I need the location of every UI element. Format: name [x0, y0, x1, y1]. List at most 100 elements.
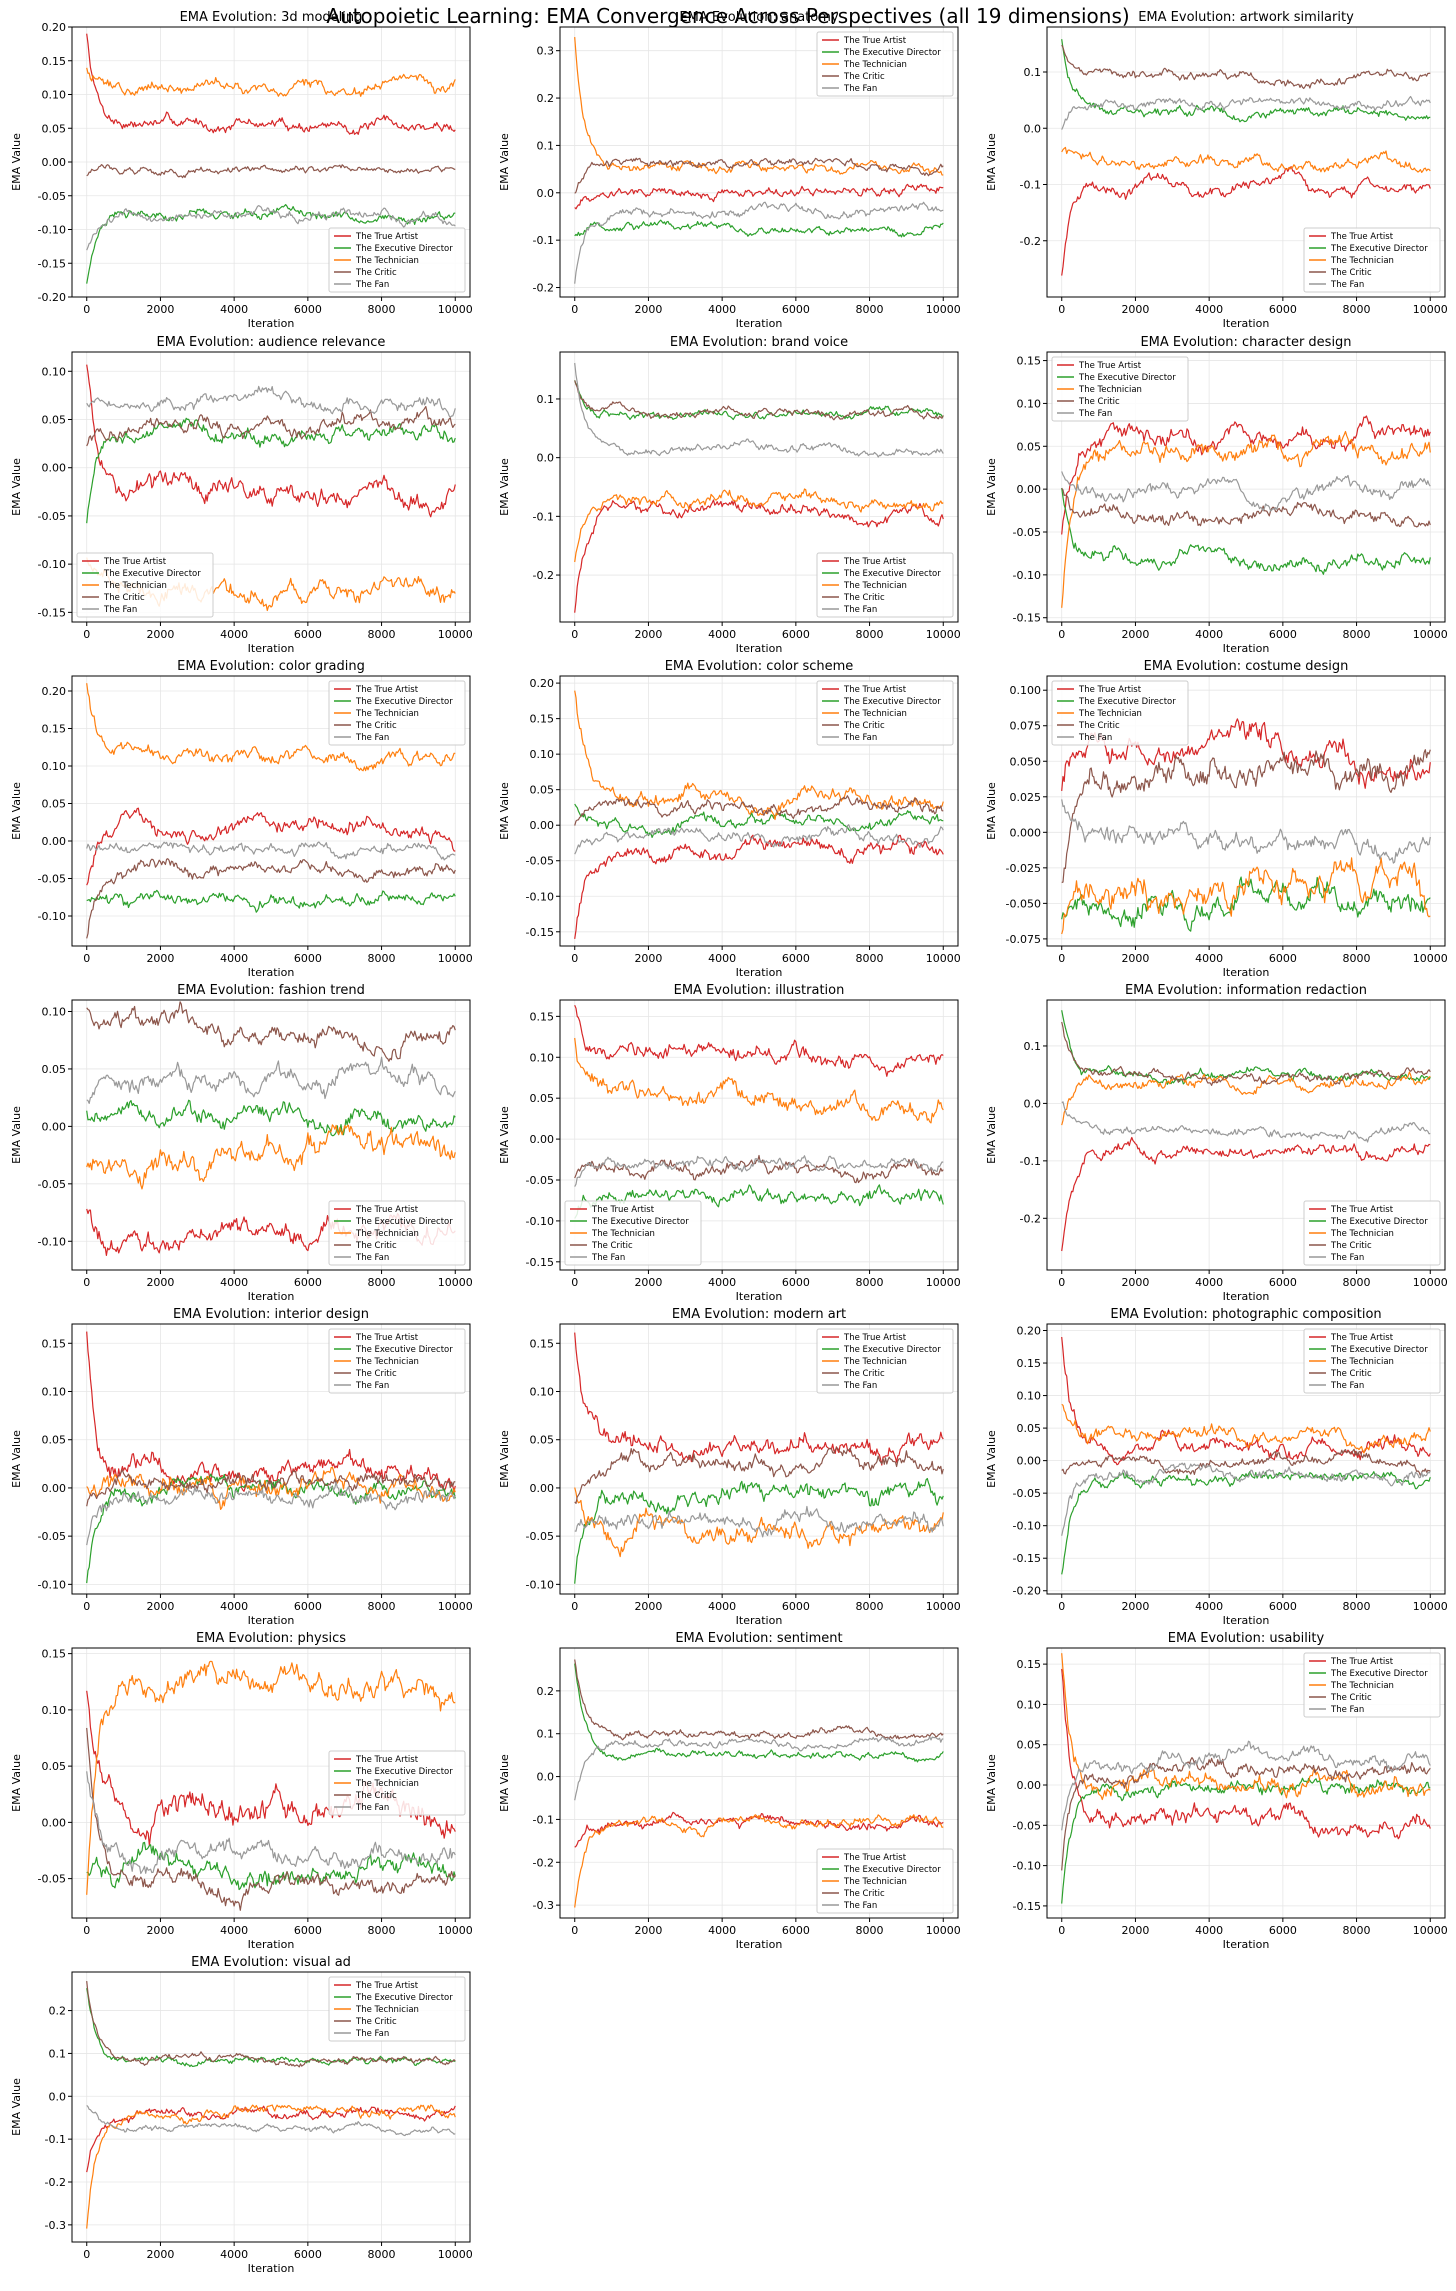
- y-tick-label: 0.20: [42, 21, 67, 34]
- x-axis-label: Iteration: [248, 317, 295, 330]
- x-tick-label: 2000: [634, 1924, 662, 1937]
- legend-label: The Critic: [843, 593, 885, 603]
- series-line-the-technician: [574, 488, 944, 563]
- series-line-the-technician: [86, 1124, 456, 1190]
- x-tick-label: 4000: [1195, 952, 1223, 965]
- series-line-the-true-artist: [86, 1331, 456, 1493]
- y-tick-label: 0.15: [42, 1337, 67, 1350]
- axes-frame: [559, 26, 959, 298]
- x-tick-label: 6000: [1269, 1276, 1297, 1289]
- series-line-the-critic: [86, 1469, 456, 1507]
- y-tick-label: 0.00: [42, 835, 67, 848]
- y-tick-label: -0.15: [1013, 1552, 1041, 1565]
- legend-label: The Critic: [1330, 1693, 1372, 1703]
- x-tick-label: 0: [83, 1924, 90, 1937]
- y-tick-label: 0.0: [537, 1771, 555, 1784]
- x-tick-label: 8000: [368, 628, 396, 641]
- x-tick-label: 2000: [146, 1600, 174, 1613]
- y-tick-label: -0.10: [526, 890, 554, 903]
- y-axis-label: EMA Value: [498, 1754, 511, 1812]
- series-line-the-true-artist: [86, 364, 456, 518]
- y-axis-label: EMA Value: [985, 782, 998, 840]
- legend: The True Artist The Executive Director The…: [1303, 1328, 1441, 1394]
- series-line-the-technician: [86, 1466, 456, 1511]
- subplot-color-scheme: 0 2000 4000 6000 8000 10000 -0.15 -0.10 -0.05 0.0…: [498, 659, 961, 979]
- series-line-the-fan: [86, 1481, 456, 1546]
- series-line-the-fan: [1061, 1101, 1431, 1143]
- y-tick-label: -0.025: [1006, 862, 1041, 875]
- y-tick-label: -0.10: [526, 1578, 554, 1591]
- series-line-the-critic: [86, 1727, 456, 1911]
- series-line-the-true-artist: [1061, 1668, 1431, 1840]
- y-tick-label: 0.1: [537, 1728, 555, 1741]
- x-tick-label: 0: [571, 628, 578, 641]
- y-tick-label: -0.15: [1013, 612, 1041, 625]
- x-tick-label: 0: [1058, 952, 1065, 965]
- subplot-3d-modeling: 0 2000 4000 6000 8000 10000 -0.20 -0.15 -0.10 -0.…: [10, 10, 473, 330]
- legend-label: The Executive Director: [843, 48, 941, 58]
- axes-frame: [1046, 26, 1446, 298]
- legend-label: The Executive Director: [591, 1217, 689, 1227]
- y-tick-label: 0.025: [1010, 791, 1042, 804]
- y-tick-label: 0.00: [530, 1482, 555, 1495]
- legend-label: The Fan: [1330, 1705, 1364, 1715]
- series-line-the-true-artist: [86, 2105, 456, 2173]
- y-tick-label: 0.10: [42, 365, 67, 378]
- y-tick-label: 0.15: [530, 713, 555, 726]
- x-tick-label: 4000: [220, 1924, 248, 1937]
- x-tick-label: 6000: [294, 1600, 322, 1613]
- x-tick-label: 4000: [1195, 1600, 1223, 1613]
- x-tick-label: 10000: [926, 1600, 961, 1613]
- x-tick-label: 8000: [368, 1600, 396, 1613]
- y-tick-label: 0.10: [1017, 1390, 1042, 1403]
- x-tick-label: 4000: [220, 1276, 248, 1289]
- y-tick-label: -0.2: [533, 569, 554, 582]
- y-axis-label: EMA Value: [10, 1106, 23, 1164]
- series-line-the-critic: [86, 1981, 456, 2068]
- legend-box: [1303, 1328, 1441, 1394]
- subplot-title: EMA Evolution: color grading: [177, 659, 365, 674]
- y-tick-label: 0.0: [537, 187, 555, 200]
- subplot-title: EMA Evolution: fashion trend: [177, 983, 365, 998]
- legend: The True Artist The Executive Director The…: [1051, 680, 1189, 746]
- legend-label: The True Artist: [843, 557, 907, 567]
- series-line-the-fan: [86, 2104, 456, 2137]
- x-tick-label: 10000: [438, 303, 473, 316]
- series-group: [1061, 415, 1431, 608]
- x-tick-label: 2000: [146, 1276, 174, 1289]
- y-tick-label: 0.1: [1024, 1040, 1042, 1053]
- y-tick-label: 0.05: [1017, 1739, 1042, 1752]
- series-line-the-true-artist: [1061, 166, 1431, 276]
- x-tick-label: 6000: [1269, 1924, 1297, 1937]
- legend-label: The Fan: [355, 1381, 389, 1391]
- legend-label: The Fan: [1330, 1253, 1364, 1263]
- legend-label: The True Artist: [355, 685, 419, 695]
- x-tick-label: 10000: [1413, 1600, 1448, 1613]
- legend: The True Artist The Executive Director The…: [76, 552, 214, 618]
- y-tick-label: 0.05: [42, 414, 67, 427]
- legend: The True Artist The Executive Director The…: [328, 1750, 466, 1816]
- y-tick-label: 0.20: [530, 677, 555, 690]
- y-tick-label: 0.075: [1010, 720, 1042, 733]
- x-tick-label: 8000: [1343, 303, 1371, 316]
- y-tick-label: -0.3: [533, 1899, 554, 1912]
- y-tick-label: -0.10: [38, 910, 66, 923]
- x-tick-label: 0: [571, 1600, 578, 1613]
- y-tick-label: 0.10: [530, 1386, 555, 1399]
- legend: The True Artist The Executive Director The…: [1051, 356, 1189, 422]
- series-line-the-fan: [1061, 95, 1431, 130]
- axes-frame: [71, 1971, 471, 2243]
- subplot-visual-ad: 0 2000 4000 6000 8000 10000 -0.3 -0.2 -0.1 0.0 0.1…: [10, 1955, 473, 2275]
- series-group: [86, 1331, 456, 1584]
- subplot-title: EMA Evolution: visual ad: [191, 1955, 351, 1970]
- series-line-the-fan: [86, 1771, 456, 1875]
- x-tick-label: 4000: [1195, 1924, 1223, 1937]
- subplot-title: EMA Evolution: color scheme: [665, 659, 854, 674]
- x-tick-label: 10000: [438, 628, 473, 641]
- y-tick-label: 0.2: [49, 2005, 67, 2018]
- y-tick-label: -0.20: [38, 291, 66, 304]
- x-axis-label: Iteration: [248, 1290, 295, 1303]
- y-tick-label: 0.10: [530, 748, 555, 761]
- subplot-title: EMA Evolution: character design: [1140, 335, 1351, 350]
- series-group: [1061, 718, 1431, 935]
